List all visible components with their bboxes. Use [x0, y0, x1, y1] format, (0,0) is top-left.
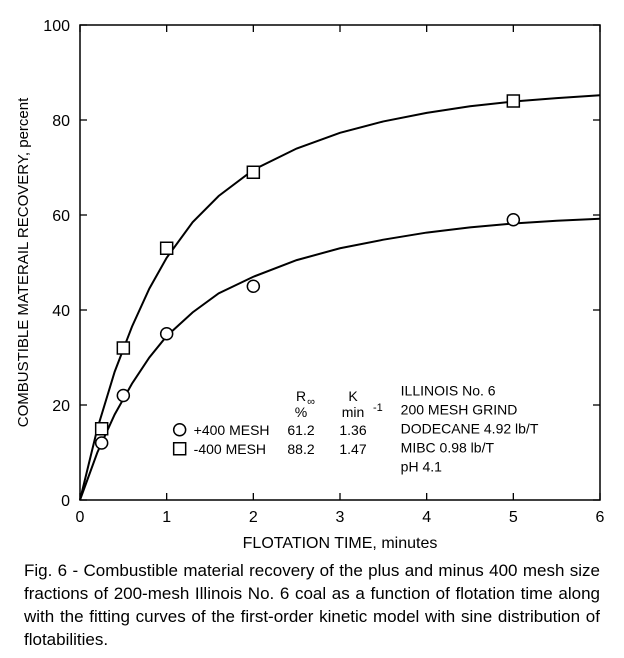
legend-header-R: R: [296, 388, 306, 404]
figure-caption: Fig. 6 - Combustible material recovery o…: [24, 560, 600, 652]
data-point-plus400: [117, 390, 129, 402]
x-tick-label: 1: [162, 509, 171, 526]
legend-label-row2: -400 MESH: [194, 441, 266, 457]
data-point-minus400: [96, 423, 108, 435]
data-point-plus400: [247, 280, 259, 292]
x-tick-label: 6: [596, 509, 605, 526]
legend-K-row2: 1.47: [339, 441, 366, 457]
legend-header-R-unit: %: [295, 404, 307, 420]
data-point-minus400: [161, 242, 173, 254]
legend-header-K: K: [348, 388, 358, 404]
data-point-minus400: [507, 95, 519, 107]
info-l3: DODECANE 4.92 lb/T: [401, 421, 539, 437]
y-tick-label: 20: [52, 398, 70, 415]
x-tick-label: 3: [336, 509, 345, 526]
x-tick-label: 5: [509, 509, 518, 526]
y-tick-label: 40: [52, 303, 70, 320]
recovery-chart: 0123456020406080100FLOTATION TIME, minut…: [0, 0, 624, 560]
x-tick-label: 2: [249, 509, 258, 526]
legend-header-K-sup: -1: [373, 402, 383, 414]
legend-marker-row2: [174, 443, 186, 455]
data-point-plus400: [96, 437, 108, 449]
data-point-plus400: [507, 214, 519, 226]
info-l2: 200 MESH GRIND: [401, 402, 518, 418]
x-tick-label: 0: [76, 509, 85, 526]
legend-K-row1: 1.36: [339, 422, 366, 438]
legend-Rinf-row1: 61.2: [287, 422, 314, 438]
y-tick-label: 0: [61, 493, 70, 510]
info-l4: MIBC 0.98 lb/T: [401, 440, 495, 456]
legend-header-R-sub: ∞: [307, 396, 315, 408]
y-tick-label: 60: [52, 208, 70, 225]
data-point-plus400: [161, 328, 173, 340]
x-axis-label: FLOTATION TIME, minutes: [243, 535, 438, 552]
legend-Rinf-row2: 88.2: [287, 441, 314, 457]
info-l1: ILLINOIS No. 6: [401, 383, 496, 399]
data-point-minus400: [247, 166, 259, 178]
y-axis-label: COMBUSTIBLE MATERAIL RECOVERY, percent: [15, 97, 32, 427]
data-point-minus400: [117, 342, 129, 354]
legend-header-K-unit: min: [342, 404, 365, 420]
y-tick-label: 100: [43, 18, 70, 35]
legend-marker-row1: [174, 424, 186, 436]
legend-label-row1: +400 MESH: [194, 422, 270, 438]
y-tick-label: 80: [52, 113, 70, 130]
x-tick-label: 4: [422, 509, 431, 526]
info-l5: pH 4.1: [401, 459, 442, 475]
